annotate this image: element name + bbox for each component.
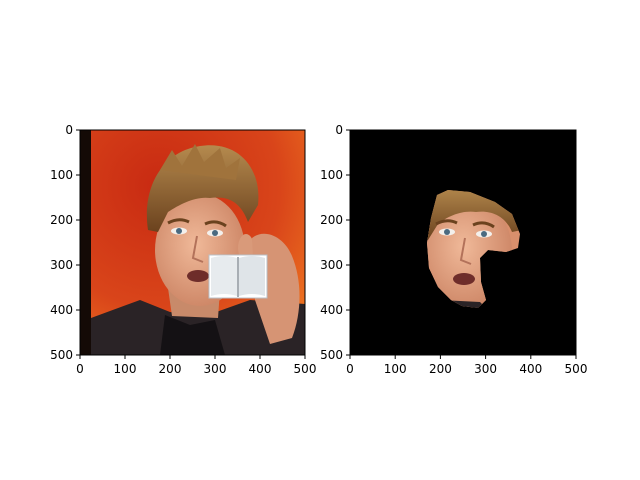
x-tick-label-right: 0	[346, 362, 354, 376]
y-tick-label-right: 0	[335, 123, 343, 137]
x-tick-label-right: 100	[384, 362, 407, 376]
y-tick-label-right: 500	[320, 348, 343, 362]
open-book-icon	[208, 254, 268, 299]
x-tick-label-left: 400	[249, 362, 272, 376]
y-tick-label-left: 500	[50, 348, 73, 362]
y-tick-label-left: 100	[50, 168, 73, 182]
x-tick-label-right: 300	[474, 362, 497, 376]
x-tick-label-right: 200	[429, 362, 452, 376]
original-photo	[80, 130, 305, 355]
x-tick-label-left: 0	[76, 362, 84, 376]
y-tick-label-left: 0	[65, 123, 73, 137]
x-tick-label-left: 500	[294, 362, 317, 376]
y-tick-label-left: 400	[50, 303, 73, 317]
y-tick-label-right: 200	[320, 213, 343, 227]
x-tick-label-right: 500	[565, 362, 588, 376]
y-tick-label-left: 300	[50, 258, 73, 272]
axes-frame-left	[79, 129, 306, 356]
x-tick-label-left: 200	[159, 362, 182, 376]
y-tick-label-right: 300	[320, 258, 343, 272]
y-tick-label-right: 100	[320, 168, 343, 182]
axes-frame-right	[349, 129, 577, 356]
y-tick-label-right: 400	[320, 303, 343, 317]
y-tick-label-left: 200	[50, 213, 73, 227]
x-tick-label-left: 100	[114, 362, 137, 376]
x-tick-label-left: 300	[204, 362, 227, 376]
x-tick-label-right: 400	[519, 362, 542, 376]
